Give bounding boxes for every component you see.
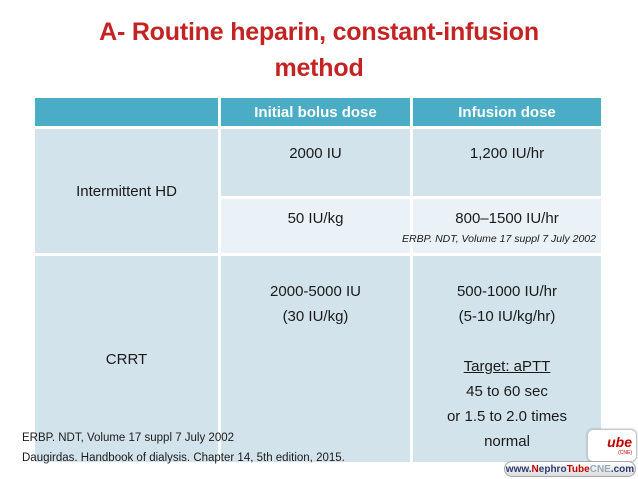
url-part-ephro: ephro (538, 463, 567, 475)
cell-crrt-bolus: 2000-5000 IU (30 IU/kg) (221, 256, 410, 462)
crrt-target-heading: Target: aPTT (463, 358, 551, 375)
crrt-target-line2: or 1.5 to 2.0 times (446, 408, 568, 425)
page-title-line2: method (274, 54, 364, 82)
nephrotube-logo: ube (CNE) (587, 429, 637, 462)
reference-line1: ERBP. NDT, Volume 17 suppl 7 July 2002 (22, 432, 235, 444)
cell-intermittent-infusion-2: 800–1500 IU/hr (413, 199, 601, 253)
cell-intermittent-bolus-1: 2000 IU (221, 129, 410, 196)
row-label-intermittent-hd: Intermittent HD (35, 129, 218, 253)
cell-intermittent-infusion-1: 1,200 IU/hr (413, 129, 601, 196)
cell-crrt-infusion: 500-1000 IU/hr (5-10 IU/kg/hr) Target: a… (413, 256, 601, 462)
page-title: A- Routine heparin, constant-infusion me… (0, 14, 638, 86)
table-header-initial-bolus-dose: Initial bolus dose (221, 98, 410, 126)
cell-intermittent-bolus-2: 50 IU/kg (221, 199, 410, 253)
table-citation: ERBP. NDT, Volume 17 suppl 7 July 2002 (402, 233, 596, 245)
url-part-tube: Tube (566, 463, 590, 475)
heparin-dosing-table: Initial bolus dose Infusion dose Intermi… (35, 98, 601, 462)
crrt-target-line1: 45 to 60 sec (466, 383, 548, 400)
nephrotube-logo-text: ube (607, 433, 632, 450)
url-part-com: .com (610, 463, 635, 475)
references: ERBP. NDT, Volume 17 suppl 7 July 2002 D… (22, 428, 345, 468)
reference-line2: Daugirdas. Handbook of dialysis. Chapter… (22, 452, 345, 464)
crrt-infusion-line2: (5-10 IU/kg/hr) (458, 308, 556, 325)
url-part-www: www. (505, 463, 532, 475)
url-part-cne: CNE (589, 463, 611, 475)
url-part-n: N (531, 463, 539, 475)
crrt-target-line3: normal (484, 433, 530, 450)
crrt-bolus-line2: (30 IU/kg) (282, 308, 349, 325)
row-label-crrt: CRRT (35, 256, 218, 462)
nephrotube-logo-subtext: (CNE) (618, 449, 632, 456)
page-title-line1: A- Routine heparin, constant-infusion (99, 18, 539, 46)
crrt-bolus-line1: 2000-5000 IU (270, 283, 361, 300)
table-header-empty (35, 98, 218, 126)
table-header-infusion-dose: Infusion dose (413, 98, 601, 126)
crrt-infusion-line1: 500-1000 IU/hr (456, 283, 558, 300)
